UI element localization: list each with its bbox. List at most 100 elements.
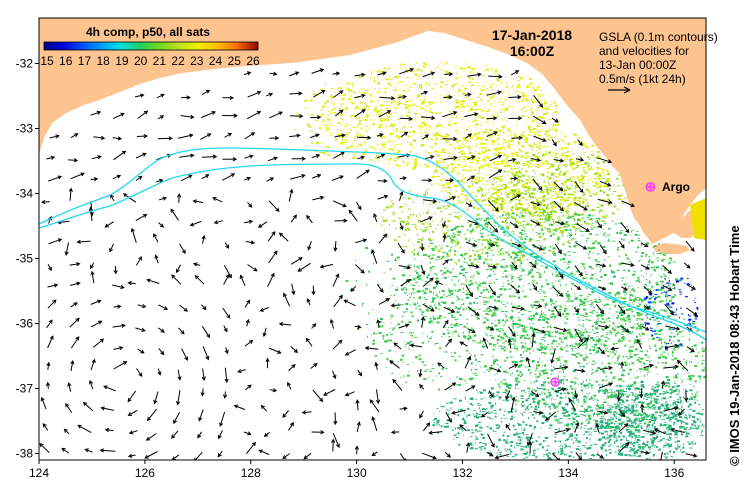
sst-pixel (402, 232, 404, 234)
sst-pixel (589, 315, 591, 317)
sst-pixel (501, 200, 505, 203)
sst-pixel (537, 214, 540, 216)
sst-pixel (508, 155, 510, 156)
sst-pixel (531, 275, 535, 278)
sst-pixel (453, 83, 456, 86)
sst-pixel (507, 145, 511, 148)
sst-pixel (623, 329, 627, 332)
sst-pixel (589, 331, 591, 333)
sst-pixel (611, 356, 613, 358)
sst-pixel (496, 149, 498, 152)
sst-pixel (521, 145, 525, 148)
sst-pixel (701, 362, 703, 365)
sst-pixel (483, 69, 485, 72)
sst-pixel (617, 292, 621, 295)
sst-pixel (489, 197, 492, 199)
sst-pixel (567, 224, 570, 227)
sst-pixel (404, 233, 406, 236)
sst-pixel (599, 175, 602, 178)
sst-pixel (539, 218, 542, 220)
sst-pixel (599, 265, 601, 268)
sst-pixel (482, 151, 486, 154)
sst-pixel (429, 203, 432, 205)
sst-pixel (519, 298, 521, 300)
sst-pixel (458, 197, 460, 199)
sst-pixel (492, 214, 494, 217)
sst-pixel (366, 130, 367, 133)
sst-pixel (613, 376, 616, 379)
sst-pixel (439, 296, 443, 298)
sst-pixel (532, 244, 535, 246)
sst-pixel (532, 314, 535, 317)
sst-pixel (518, 278, 520, 281)
sst-pixel (496, 195, 499, 197)
sst-pixel (477, 166, 481, 169)
sst-pixel (554, 206, 557, 209)
sst-pixel (370, 72, 372, 75)
sst-pixel (379, 120, 381, 123)
sst-pixel (689, 351, 693, 353)
sst-pixel (568, 232, 570, 234)
sst-pixel (637, 377, 639, 379)
sst-pixel (621, 238, 623, 240)
sst-pixel (636, 370, 638, 372)
sst-pixel (638, 318, 642, 320)
sst-pixel (432, 299, 434, 302)
sst-pixel (459, 155, 462, 158)
sst-pixel (521, 229, 524, 232)
sst-pixel (575, 195, 577, 197)
sst-pixel (475, 226, 478, 229)
sst-pixel (629, 332, 633, 334)
sst-pixel (654, 344, 657, 347)
sst-pixel (496, 238, 500, 240)
sst-pixel (599, 271, 602, 273)
sst-pixel (508, 288, 512, 290)
sst-pixel (435, 247, 437, 249)
sst-pixel (555, 185, 559, 188)
sst-pixel (453, 240, 456, 243)
sst-pixel (561, 132, 563, 135)
sst-pixel (525, 178, 529, 181)
sst-pixel (582, 164, 586, 166)
sst-pixel (481, 110, 484, 113)
sst-pixel (456, 185, 459, 187)
sst-pixel (678, 331, 682, 333)
sst-pixel (458, 147, 460, 150)
sst-pixel (485, 128, 489, 130)
sst-pixel (554, 191, 557, 194)
sst-pixel (638, 325, 642, 327)
sst-pixel (553, 228, 557, 231)
sst-pixel (606, 392, 610, 394)
sst-pixel (506, 82, 508, 84)
sst-pixel (504, 311, 508, 313)
sst-pixel (584, 329, 586, 331)
sst-pixel (392, 141, 395, 142)
sst-pixel (491, 114, 493, 116)
sst-pixel (480, 291, 483, 294)
sst-pixel (372, 123, 376, 126)
sst-pixel (503, 231, 506, 234)
sst-pixel (521, 347, 523, 349)
sst-pixel (586, 237, 590, 239)
sst-pixel (659, 354, 663, 356)
sst-pixel (495, 176, 499, 179)
sst-pixel (489, 166, 491, 168)
sst-pixel (582, 319, 585, 321)
sst-pixel (395, 227, 397, 229)
sst-pixel (444, 208, 448, 210)
sst-pixel (596, 253, 600, 255)
sst-pixel (493, 343, 497, 345)
sst-pixel (529, 237, 532, 240)
sst-pixel (582, 301, 586, 304)
sst-pixel (515, 323, 519, 326)
sst-pixel (480, 235, 484, 238)
sst-pixel (618, 255, 621, 257)
sst-pixel (496, 202, 499, 204)
sst-pixel (525, 247, 527, 249)
sst-pixel (604, 249, 606, 251)
sst-pixel (512, 196, 515, 198)
sst-pixel (407, 141, 409, 144)
sst-pixel (458, 158, 461, 161)
sst-pixel (607, 404, 610, 406)
sst-pixel (603, 274, 607, 276)
